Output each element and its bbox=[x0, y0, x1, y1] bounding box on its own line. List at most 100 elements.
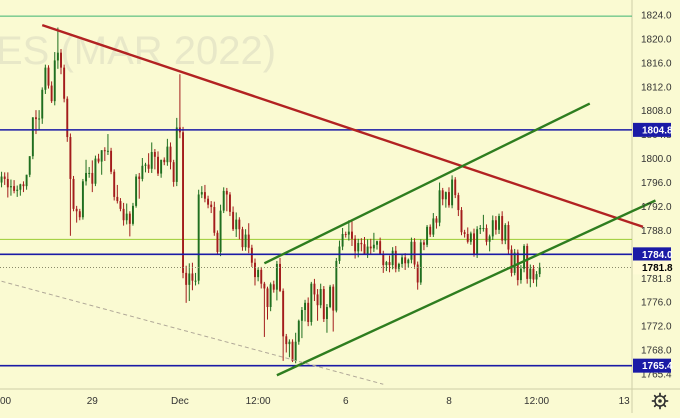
candle-body bbox=[466, 233, 469, 242]
candle-body bbox=[191, 273, 194, 281]
candle-body bbox=[523, 245, 526, 269]
plot-background bbox=[0, 0, 632, 389]
price-badge-bg bbox=[633, 260, 671, 275]
candle bbox=[200, 186, 203, 199]
candle bbox=[44, 64, 47, 94]
y-tick-label: 1824.0 bbox=[641, 10, 672, 21]
candle bbox=[429, 224, 432, 237]
time-axis[interactable] bbox=[0, 389, 680, 413]
candle-body bbox=[272, 284, 275, 290]
candle bbox=[141, 157, 144, 182]
candle-body bbox=[532, 268, 535, 280]
candle bbox=[526, 243, 529, 284]
candle-body bbox=[519, 268, 522, 281]
candle-body bbox=[260, 269, 263, 284]
candle bbox=[53, 52, 56, 106]
candle-body bbox=[376, 241, 378, 245]
candle bbox=[294, 332, 297, 364]
candle bbox=[169, 142, 172, 170]
candle-body bbox=[128, 213, 131, 224]
candle bbox=[188, 263, 191, 302]
candle bbox=[422, 239, 425, 251]
candle bbox=[182, 126, 184, 279]
candle bbox=[13, 180, 16, 194]
candle-body bbox=[13, 186, 16, 191]
trend-lines[interactable] bbox=[1, 23, 656, 385]
y-tick-label: 1820.0 bbox=[641, 34, 672, 45]
candle bbox=[75, 205, 78, 223]
candle bbox=[94, 155, 97, 187]
candle-body bbox=[197, 194, 200, 281]
candle-body bbox=[203, 192, 206, 199]
candle bbox=[438, 182, 441, 227]
candle-body bbox=[513, 252, 516, 273]
candle-body bbox=[419, 242, 422, 283]
candle-body bbox=[141, 165, 144, 179]
trend-line-channel-top bbox=[263, 102, 591, 265]
y-tick-label: 1796.0 bbox=[641, 178, 672, 189]
candle-body bbox=[172, 162, 175, 182]
candle-body bbox=[81, 181, 84, 218]
candle-body bbox=[144, 164, 147, 166]
candle bbox=[244, 229, 247, 251]
candle bbox=[257, 267, 260, 282]
candle-body bbox=[410, 241, 413, 260]
x-tick-label: 12:00 bbox=[524, 396, 549, 407]
candle-body bbox=[391, 250, 394, 266]
y-tick-label: 1768.0 bbox=[641, 346, 672, 357]
candle bbox=[376, 240, 378, 250]
candle bbox=[19, 183, 22, 196]
candle bbox=[485, 224, 488, 246]
candle bbox=[122, 202, 125, 226]
candle bbox=[448, 187, 450, 208]
candle bbox=[135, 174, 138, 208]
candle bbox=[103, 147, 106, 161]
candle bbox=[385, 260, 388, 272]
candle-body bbox=[482, 228, 485, 230]
candle-body bbox=[404, 257, 407, 264]
candle bbox=[210, 201, 213, 214]
candle bbox=[407, 258, 410, 268]
candle bbox=[263, 281, 266, 337]
candle-body bbox=[238, 219, 241, 230]
candle-body bbox=[379, 241, 382, 254]
candle-body bbox=[228, 194, 231, 212]
candle-body bbox=[119, 201, 122, 209]
candle bbox=[351, 219, 353, 246]
last-price-badge: 1781.8 bbox=[633, 260, 673, 275]
candle-body bbox=[138, 176, 141, 179]
candle-body bbox=[491, 220, 494, 237]
candle bbox=[444, 191, 447, 208]
candle-body bbox=[451, 179, 454, 206]
candle bbox=[213, 201, 216, 236]
candle-body bbox=[473, 233, 475, 255]
candle-body bbox=[460, 210, 463, 233]
candle-body bbox=[157, 156, 159, 174]
candle-body bbox=[247, 234, 250, 248]
candle-body bbox=[347, 231, 350, 235]
candle-body bbox=[357, 242, 360, 252]
candle-body bbox=[304, 302, 307, 311]
x-tick-label: Dec bbox=[171, 396, 189, 407]
reference-lines bbox=[0, 15, 632, 240]
candle bbox=[91, 160, 94, 193]
candle bbox=[426, 225, 429, 248]
candle bbox=[85, 159, 88, 186]
candle-body bbox=[94, 158, 97, 184]
settings-gear-icon[interactable] bbox=[651, 392, 669, 410]
candle-body bbox=[200, 192, 203, 195]
candle-body bbox=[319, 289, 322, 306]
candle-body bbox=[275, 263, 278, 290]
price-axis[interactable] bbox=[632, 0, 680, 389]
candle bbox=[451, 175, 454, 209]
x-tick-label: 29 bbox=[87, 396, 99, 407]
candle bbox=[272, 280, 275, 293]
candle-body bbox=[385, 262, 388, 266]
candle-body bbox=[294, 341, 297, 361]
candle-body bbox=[16, 189, 19, 191]
candle-body bbox=[213, 207, 216, 233]
candle-body bbox=[285, 336, 288, 345]
candle bbox=[507, 221, 510, 254]
